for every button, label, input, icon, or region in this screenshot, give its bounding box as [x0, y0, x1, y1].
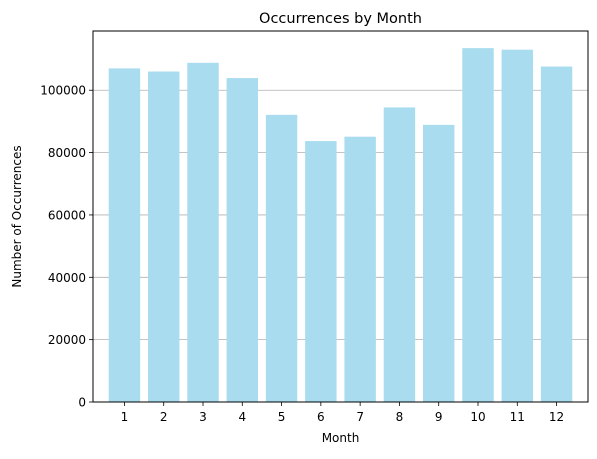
x-tick-label-9: 9	[435, 410, 443, 424]
x-tick-label-4: 4	[238, 410, 246, 424]
x-tick-label-3: 3	[199, 410, 207, 424]
y-tick-label-40000: 40000	[48, 271, 86, 285]
x-axis-label: Month	[322, 431, 360, 445]
bar-month-10	[462, 48, 494, 402]
y-tick-label-100000: 100000	[40, 84, 86, 98]
bar-month-6	[305, 141, 337, 402]
x-tick-label-6: 6	[317, 410, 325, 424]
bars	[108, 48, 573, 403]
x-tick-label-8: 8	[396, 410, 404, 424]
bar-month-5	[265, 114, 298, 402]
bar-month-3	[187, 62, 219, 403]
x-tick-label-2: 2	[160, 410, 168, 424]
x-tick-label-7: 7	[356, 410, 364, 424]
bar-month-12	[540, 66, 573, 403]
x-tick-label-1: 1	[121, 410, 129, 424]
y-tick-label-0: 0	[78, 396, 86, 410]
x-tick-label-5: 5	[278, 410, 286, 424]
bar-month-8	[383, 107, 416, 402]
bar-month-9	[423, 124, 455, 402]
axes	[92, 30, 589, 403]
bar-month-1	[108, 68, 141, 402]
y-axis-label: Number of Occurrences	[10, 145, 24, 287]
chart-title: Occurrences by Month	[259, 11, 422, 27]
bar-month-2	[148, 71, 180, 402]
bar-month-11	[501, 49, 533, 403]
x-tick-label-10: 10	[470, 410, 485, 424]
x-tick-label-12: 12	[549, 410, 564, 424]
y-tick-label-60000: 60000	[48, 208, 86, 222]
y-tick-label-80000: 80000	[48, 146, 86, 160]
y-axis-ticks: 0 20000 40000 60000 80000 100000	[40, 84, 93, 410]
x-axis-ticks: 1 2 3 4 5 6 7 8 9 10 11 12	[121, 402, 564, 424]
bar-month-7	[344, 136, 376, 402]
bar-month-4	[226, 78, 258, 402]
plot-area-frame	[92, 30, 589, 403]
x-tick-label-11: 11	[510, 410, 525, 424]
y-tick-label-20000: 20000	[48, 333, 86, 347]
